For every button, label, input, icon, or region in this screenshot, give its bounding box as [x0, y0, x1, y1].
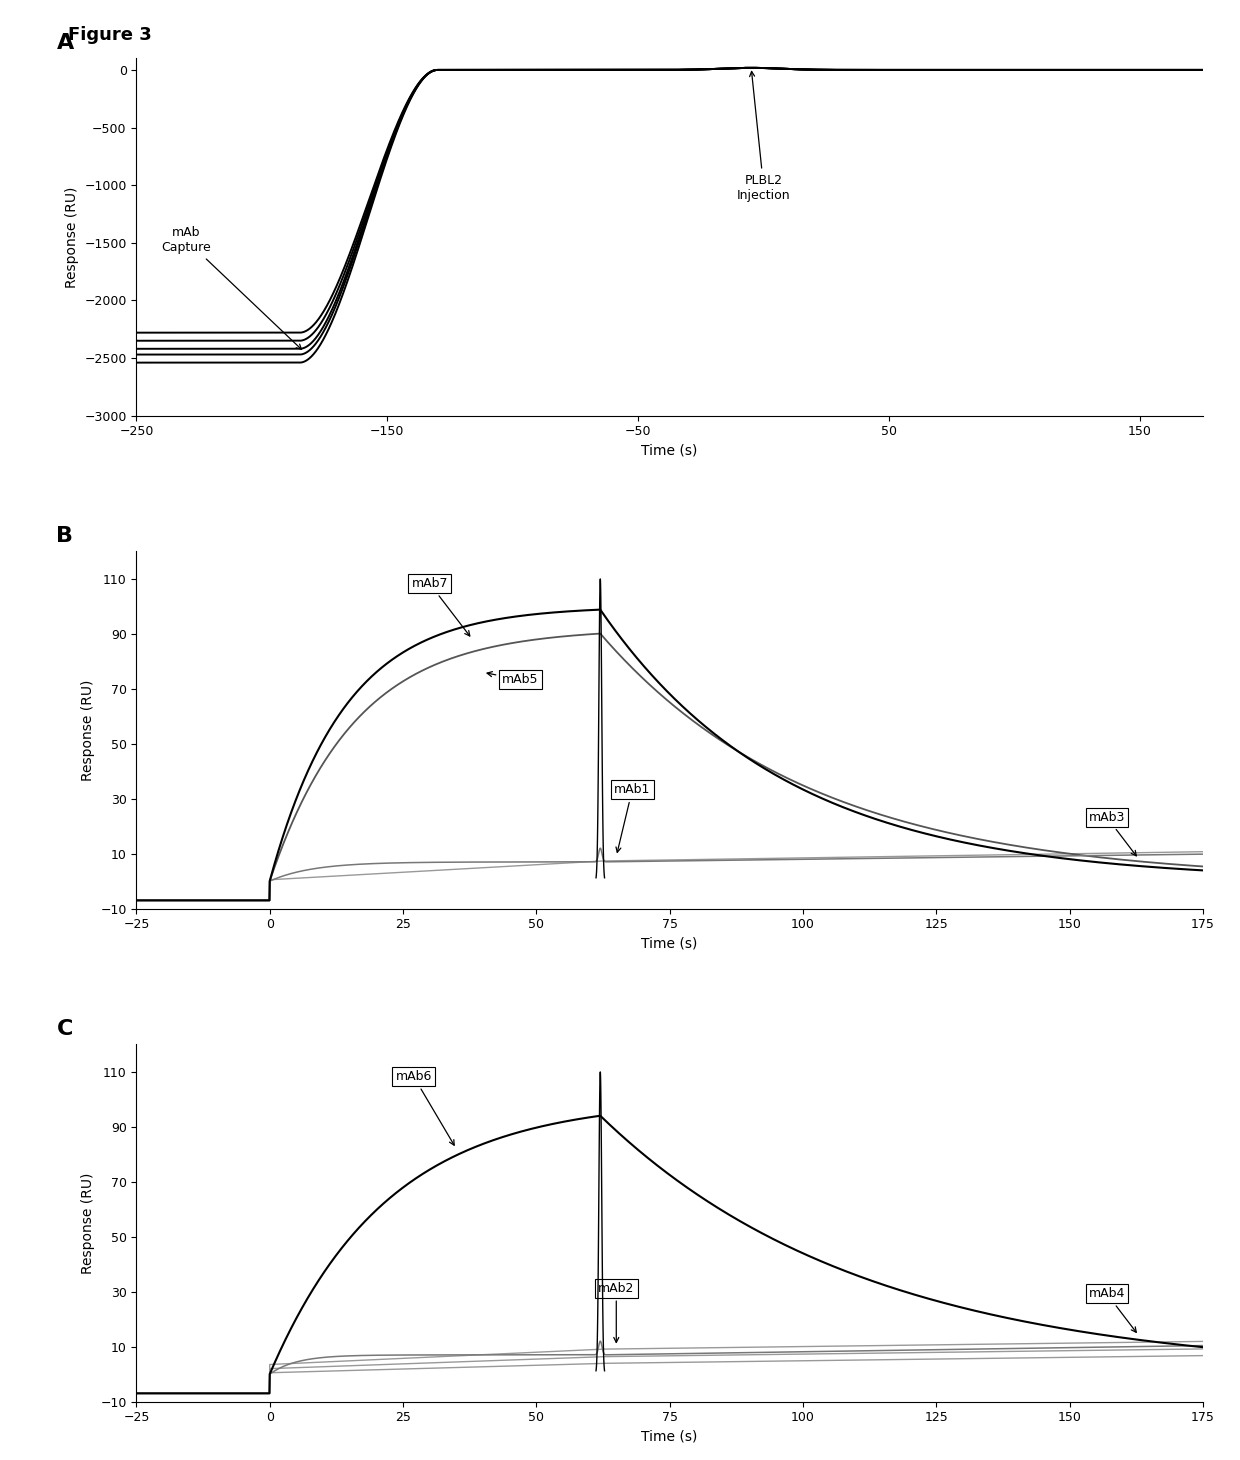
Text: A: A [57, 34, 73, 54]
Text: mAb3: mAb3 [1089, 810, 1136, 856]
X-axis label: Time (s): Time (s) [641, 444, 698, 458]
Text: mAb5: mAb5 [487, 672, 538, 686]
Text: C: C [57, 1019, 73, 1040]
Text: mAb7: mAb7 [412, 577, 470, 637]
X-axis label: Time (s): Time (s) [641, 1429, 698, 1444]
X-axis label: Time (s): Time (s) [641, 937, 698, 950]
Text: B: B [57, 527, 73, 546]
Text: mAb1: mAb1 [614, 783, 651, 853]
Text: mAb
Capture: mAb Capture [161, 226, 301, 349]
Text: Figure 3: Figure 3 [68, 26, 153, 44]
Text: mAb2: mAb2 [598, 1282, 635, 1342]
Text: PLBL2
Injection: PLBL2 Injection [737, 72, 791, 201]
Y-axis label: Response (RU): Response (RU) [81, 1172, 94, 1273]
Text: mAb6: mAb6 [396, 1070, 454, 1145]
Y-axis label: Response (RU): Response (RU) [64, 187, 79, 288]
Text: mAb4: mAb4 [1089, 1288, 1136, 1333]
Y-axis label: Response (RU): Response (RU) [81, 679, 94, 781]
